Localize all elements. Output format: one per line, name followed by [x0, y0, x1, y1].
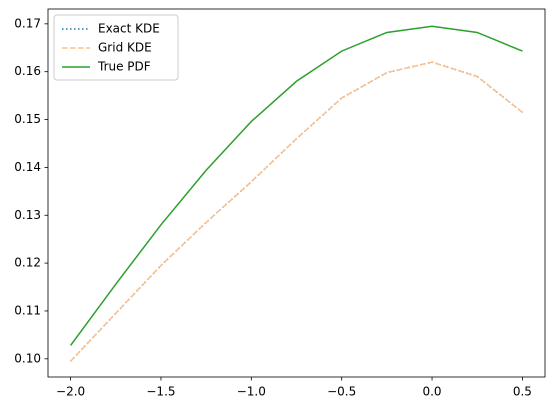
- axes-frame: [47, 8, 546, 378]
- line: [70, 61, 523, 362]
- line: [69, 25, 523, 346]
- y-tick-label: 0.10: [14, 351, 41, 365]
- legend-label: True PDF: [97, 60, 151, 74]
- legend-box: [53, 14, 179, 81]
- legend-label: Grid KDE: [98, 41, 152, 55]
- x-tick-label: −1.5: [146, 385, 175, 399]
- y-tick-label: 0.15: [14, 112, 41, 126]
- y-tick-label: 0.16: [14, 64, 41, 78]
- legend-label: Exact KDE: [98, 22, 160, 36]
- x-tick-label: −0.5: [327, 385, 356, 399]
- x-tick-label: −2.0: [56, 385, 85, 399]
- y-tick-label: 0.11: [14, 303, 41, 317]
- y-tick-label: 0.13: [14, 208, 41, 222]
- x-tick-label: 0.0: [422, 385, 441, 399]
- y-tick-label: 0.17: [14, 16, 41, 30]
- y-tick-label: 0.12: [14, 256, 41, 270]
- x-tick-label: −1.0: [237, 385, 266, 399]
- x-tick-label: 0.5: [513, 385, 532, 399]
- y-tick-label: 0.14: [14, 160, 41, 174]
